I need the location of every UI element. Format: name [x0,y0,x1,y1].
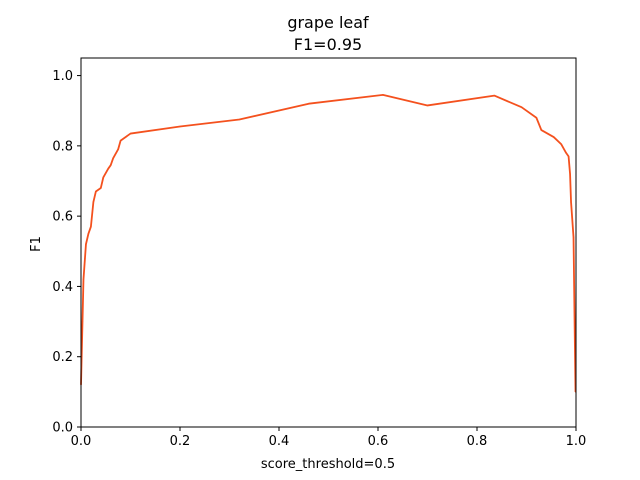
data-point [560,143,562,145]
data-point [572,236,575,238]
y-axis-label: F1 [29,236,44,252]
x-tick-label: 0.6 [368,434,389,449]
data-point [107,168,109,170]
data-point [540,129,542,131]
data-point [87,233,90,235]
data-point [117,148,119,150]
data-point [553,136,555,138]
x-axis-label: score_threshold=0.5 [261,457,395,472]
x-tick-label: 1.0 [566,434,587,449]
series-layer [80,94,577,393]
data-point [426,104,429,107]
y-tick-label: 0.0 [52,421,73,436]
data-point [110,164,112,166]
data-point [567,155,570,157]
series-line [80,94,577,392]
y-tick-label: 0.4 [52,280,73,295]
x-tick-label: 0.0 [71,434,92,449]
y-tick-label: 1.0 [52,69,73,84]
data-point [100,187,102,189]
data-point [82,278,85,280]
x-tick-label: 0.2 [170,434,191,449]
data-point [569,173,571,175]
x-tick-label: 0.8 [467,434,488,449]
data-point [95,190,97,193]
data-point [308,103,310,105]
data-point [90,226,92,228]
data-point [238,118,240,121]
chart-title: grape leaf [287,13,369,32]
ticks-layer: 0.0 0.2 0.4 0.6 0.8 1.0 0.0 0.2 0.4 0.6 0.8 1.0 [52,69,586,449]
chart-subtitle: F1=0.95 [294,35,362,54]
y-tick-label: 0.2 [52,350,73,365]
data-point [112,157,114,159]
data-point [382,94,384,96]
data-point [85,243,87,245]
data-point [520,106,523,108]
data-point [535,117,538,119]
data-point [102,176,104,179]
data-point [120,139,122,142]
data-point [84,257,86,259]
data-point [565,152,567,154]
plot-frame [80,57,577,428]
data-point [493,95,495,97]
data-point [81,320,84,323]
x-tick-label: 0.4 [269,434,290,449]
data-point [179,125,181,128]
data-point [92,201,94,203]
y-tick-label: 0.8 [52,139,73,154]
data-point [570,201,572,203]
y-tick-label: 0.6 [52,210,73,225]
data-point [129,132,132,135]
